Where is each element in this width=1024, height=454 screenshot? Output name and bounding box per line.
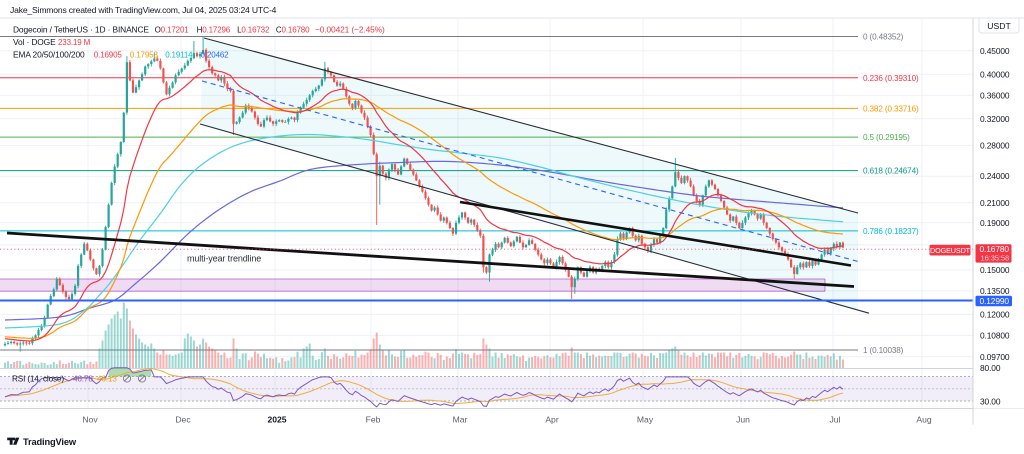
svg-text:multi-year trendline: multi-year trendline bbox=[187, 254, 261, 264]
svg-text:0.28000: 0.28000 bbox=[980, 140, 1010, 150]
svg-text:Aug: Aug bbox=[916, 415, 932, 425]
svg-text:DOGEUSDT: DOGEUSDT bbox=[930, 246, 971, 255]
svg-text:0.618 (0.24674): 0.618 (0.24674) bbox=[863, 167, 919, 176]
svg-text:46.13: 46.13 bbox=[97, 375, 117, 384]
svg-text:30.00: 30.00 bbox=[980, 397, 1001, 407]
svg-text:0.10800: 0.10800 bbox=[980, 330, 1010, 340]
svg-text:USDT: USDT bbox=[987, 21, 1011, 31]
svg-text:TradingView: TradingView bbox=[23, 437, 77, 447]
svg-text:0.36000: 0.36000 bbox=[980, 90, 1010, 100]
svg-text:Mar: Mar bbox=[453, 415, 468, 425]
svg-text:0.24000: 0.24000 bbox=[980, 171, 1010, 181]
svg-text:Jul: Jul bbox=[830, 415, 841, 425]
svg-text:Nov: Nov bbox=[82, 415, 98, 425]
svg-text:0.786 (0.18237): 0.786 (0.18237) bbox=[863, 227, 919, 236]
svg-text:Apr: Apr bbox=[545, 415, 559, 425]
svg-text:0.21000: 0.21000 bbox=[980, 198, 1010, 208]
svg-text:0.19000: 0.19000 bbox=[980, 218, 1010, 228]
svg-text:Dec: Dec bbox=[175, 415, 191, 425]
svg-text:0.16780: 0.16780 bbox=[980, 244, 1010, 254]
svg-text:0.13500: 0.13500 bbox=[980, 286, 1010, 296]
svg-text:May: May bbox=[637, 415, 654, 425]
svg-text:0.40000: 0.40000 bbox=[980, 69, 1010, 79]
svg-text:46.78: 46.78 bbox=[73, 375, 93, 384]
svg-text:0.09700: 0.09700 bbox=[980, 352, 1010, 362]
svg-text:0 (0.48352): 0 (0.48352) bbox=[863, 33, 904, 42]
svg-text:0.5 (0.29195): 0.5 (0.29195) bbox=[863, 133, 910, 142]
svg-text:16:35:58: 16:35:58 bbox=[981, 254, 1010, 263]
svg-text:0.382 (0.33716): 0.382 (0.33716) bbox=[863, 104, 919, 113]
svg-text:0.45000: 0.45000 bbox=[980, 46, 1010, 56]
svg-text:0.12990: 0.12990 bbox=[980, 296, 1010, 306]
svg-text:Jake_Simmons created with Trad: Jake_Simmons created with TradingView.co… bbox=[10, 5, 277, 15]
svg-text:0.32000: 0.32000 bbox=[980, 114, 1010, 124]
svg-text:0.12000: 0.12000 bbox=[980, 309, 1010, 319]
svg-text:2025: 2025 bbox=[267, 415, 286, 425]
svg-text:0.15000: 0.15000 bbox=[980, 265, 1010, 275]
svg-text:Feb: Feb bbox=[366, 415, 381, 425]
svg-text:0.236 (0.39310): 0.236 (0.39310) bbox=[863, 74, 919, 83]
svg-text:Jun: Jun bbox=[736, 415, 750, 425]
svg-text:Dogecoin / TetherUS · 1D · BIN: Dogecoin / TetherUS · 1D · BINANCE O0.172… bbox=[13, 24, 385, 34]
svg-text:80.00: 80.00 bbox=[980, 363, 1001, 373]
svg-text:RSI (14, close): RSI (14, close) bbox=[12, 375, 64, 384]
svg-text:1 (0.10038): 1 (0.10038) bbox=[863, 346, 904, 355]
